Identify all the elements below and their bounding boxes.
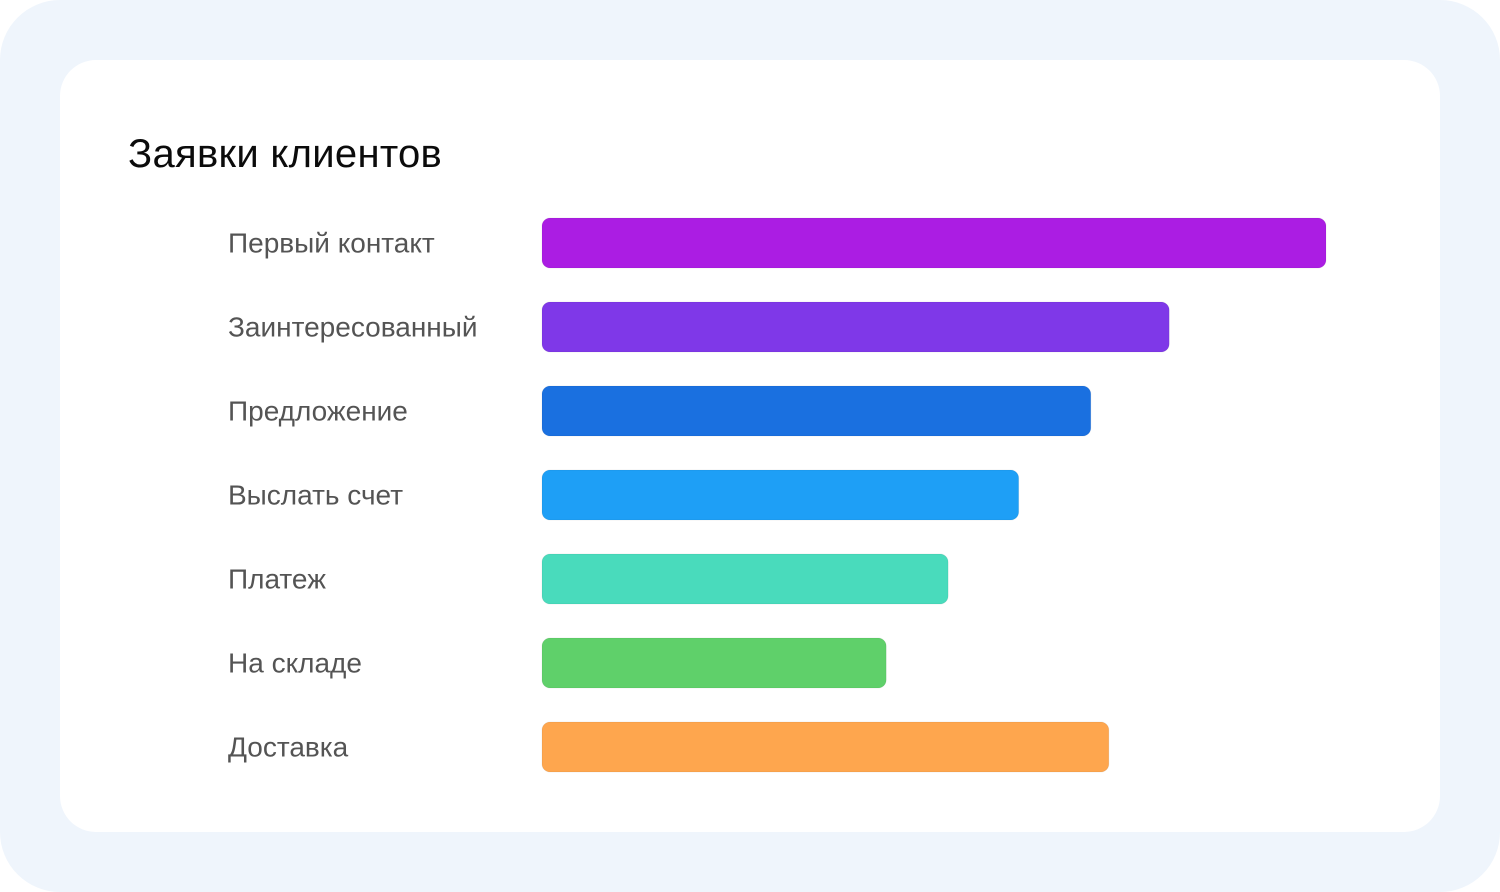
chart-title: Заявки клиентов	[128, 132, 443, 176]
bar	[541, 553, 949, 605]
bar	[541, 721, 1110, 773]
bar	[541, 469, 1020, 521]
chart-card: Заявки клиентов Первый контакт Заинтересо…	[60, 60, 1440, 832]
category-label: На складе	[228, 648, 362, 679]
category-label: Предложение	[228, 396, 408, 427]
category-label: Заинтересованный	[228, 312, 478, 343]
bar	[541, 637, 887, 689]
category-label: Доставка	[228, 732, 349, 763]
category-label: Выслать счет	[228, 480, 403, 511]
bar-chart: Первый контакт Заинтересованный Предложени…	[228, 217, 1327, 773]
bar	[541, 217, 1327, 269]
bar	[541, 301, 1170, 353]
category-label: Первый контакт	[228, 228, 435, 259]
bar	[541, 385, 1092, 437]
category-label: Платеж	[228, 564, 326, 595]
